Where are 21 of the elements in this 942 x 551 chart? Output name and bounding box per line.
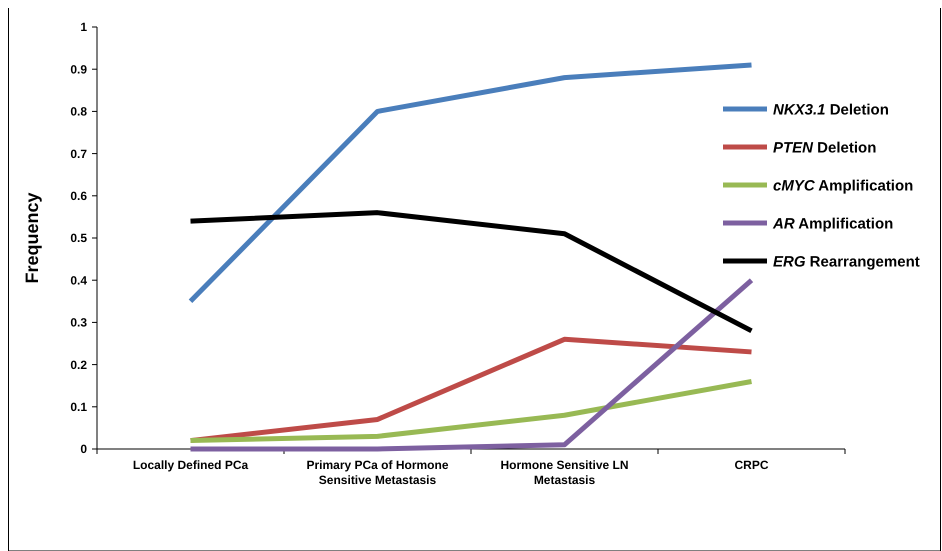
legend-label: NKX3.1 Deletion: [773, 101, 889, 118]
y-tick-label: 0: [80, 442, 88, 456]
y-tick-label: 0.9: [70, 62, 88, 76]
x-tick-label: Locally Defined PCa: [132, 458, 249, 472]
y-tick-label: 0.6: [70, 189, 88, 203]
x-tick-label: CRPC: [734, 458, 769, 472]
y-tick-label: 1: [80, 20, 88, 34]
y-tick-label: 0.5: [70, 231, 88, 246]
y-tick-label: 0.1: [70, 400, 88, 414]
legend-label: AR Amplification: [772, 215, 894, 232]
y-axis-title: Frequency: [22, 192, 42, 284]
y-tick-label: 0.2: [70, 358, 88, 372]
legend-label: ERG Rearrangement: [773, 253, 920, 270]
legend-label: cMYC Amplification: [773, 177, 914, 194]
y-tick-label: 0.8: [70, 104, 88, 119]
y-tick-label: 0.7: [70, 146, 88, 161]
y-tick-label: 0.3: [70, 316, 88, 330]
x-tick-label: Primary PCa of Hormone Sensitive Metastasis: [306, 458, 449, 487]
y-tick-label: 0.4: [70, 273, 88, 288]
x-tick-label: Hormone Sensitive LN Metastasis: [500, 458, 629, 487]
legend-label: PTEN Deletion: [773, 139, 876, 156]
